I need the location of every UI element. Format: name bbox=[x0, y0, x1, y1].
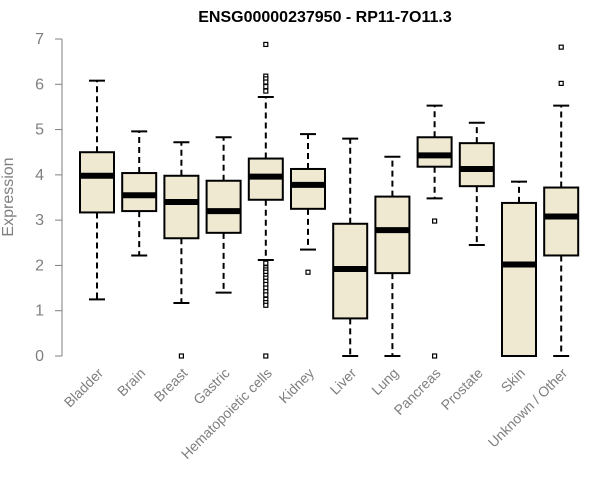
box-body bbox=[458, 142, 495, 188]
y-tick-label: 1 bbox=[35, 303, 44, 320]
box-7 bbox=[374, 155, 411, 357]
y-tick-label: 5 bbox=[35, 122, 44, 139]
box-body bbox=[416, 136, 453, 168]
box-9 bbox=[458, 121, 495, 247]
outlier-point bbox=[263, 292, 269, 298]
x-tick-label: Lung bbox=[368, 365, 401, 398]
box-4 bbox=[247, 41, 284, 359]
outlier-point bbox=[263, 83, 269, 90]
x-tick-label: Prostate bbox=[438, 365, 486, 413]
x-tick-label: Skin bbox=[498, 365, 529, 396]
box-body bbox=[163, 174, 200, 240]
x-tick-label: Brain bbox=[114, 365, 148, 399]
outlier-point bbox=[263, 88, 269, 94]
outlier-point bbox=[263, 79, 269, 85]
box-body bbox=[543, 186, 580, 257]
x-tick-label: Breast bbox=[151, 365, 191, 405]
outlier-point bbox=[263, 353, 269, 359]
y-axis: 0 1 2 3 4 5 6 7 bbox=[35, 31, 63, 365]
outlier-point bbox=[432, 353, 438, 359]
box-0 bbox=[79, 79, 115, 301]
box-body bbox=[290, 167, 326, 210]
y-tick-label: 7 bbox=[35, 31, 44, 48]
outlier-point bbox=[558, 80, 564, 86]
y-tick-label: 3 bbox=[35, 212, 44, 229]
y-tick-label: 2 bbox=[35, 257, 44, 274]
chart-title: ENSG00000237950 - RP11-7O11.3 bbox=[198, 9, 452, 26]
outlier-point bbox=[305, 269, 311, 275]
box-body bbox=[121, 172, 158, 213]
y-tick-label: 6 bbox=[35, 76, 44, 93]
box-6 bbox=[332, 137, 369, 357]
box-3 bbox=[205, 136, 242, 294]
y-tick-label: 4 bbox=[35, 167, 44, 184]
outlier-point bbox=[178, 353, 184, 359]
box-body bbox=[205, 179, 242, 234]
box-body bbox=[501, 201, 537, 357]
boxes-group bbox=[79, 41, 580, 359]
outlier-point bbox=[558, 44, 564, 50]
box-5 bbox=[290, 133, 326, 275]
x-tick-label: Bladder bbox=[61, 365, 107, 411]
box-body bbox=[374, 195, 411, 275]
outlier-point bbox=[432, 218, 438, 224]
y-axis-label: Expression bbox=[0, 157, 17, 236]
x-tick-label: Liver bbox=[327, 365, 360, 398]
box-body bbox=[79, 151, 115, 214]
x-tick-label: Pancreas bbox=[391, 365, 444, 418]
box-1 bbox=[121, 130, 158, 257]
outlier-point bbox=[263, 260, 269, 266]
x-tick-label: Kidney bbox=[276, 365, 318, 407]
box-11 bbox=[543, 44, 580, 357]
outlier-point bbox=[263, 302, 269, 308]
y-tick-label: 0 bbox=[35, 348, 44, 365]
box-8 bbox=[416, 104, 453, 359]
outlier-point bbox=[263, 41, 269, 48]
box-2 bbox=[163, 141, 200, 359]
x-tick-label: Unknown / Other bbox=[485, 365, 571, 451]
box-10 bbox=[501, 180, 537, 357]
